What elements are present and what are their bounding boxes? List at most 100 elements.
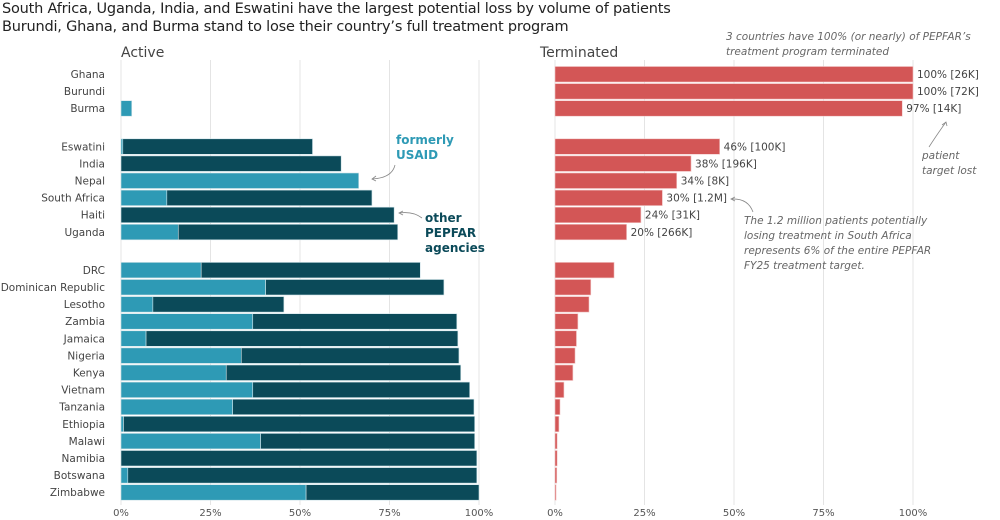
active-x-tick-label: 75% bbox=[378, 508, 400, 519]
active-bar-other-pepfar bbox=[120, 450, 478, 467]
terminated-bar bbox=[554, 296, 590, 313]
country-label: Namibia bbox=[62, 453, 105, 465]
terminated-x-tick-label: 25% bbox=[633, 508, 655, 519]
active-bar-other-pepfar bbox=[260, 433, 476, 450]
country-label: Nigeria bbox=[67, 350, 105, 362]
terminated-bar bbox=[554, 433, 558, 450]
terminated-data-label: 97% [14K] bbox=[906, 103, 961, 115]
terminated-data-label: 100% [26K] bbox=[917, 69, 979, 81]
terminated-x-tick-label: 75% bbox=[812, 508, 834, 519]
terminated-bar bbox=[554, 347, 576, 364]
terminated-bar bbox=[554, 484, 557, 501]
terminated-bar bbox=[554, 364, 574, 381]
terminated-panel-title: Terminated bbox=[539, 45, 618, 61]
annotation-south-africa: The 1.2 million patients potentially bbox=[744, 215, 928, 227]
arrow-target-lost bbox=[928, 121, 947, 148]
arrow-other bbox=[398, 212, 423, 219]
terminated-bar bbox=[554, 262, 615, 279]
active-bar-formerly-usaid bbox=[120, 433, 261, 450]
terminated-data-label: 34% [8K] bbox=[681, 176, 729, 188]
active-bar-other-pepfar bbox=[120, 206, 395, 223]
annotation-full-loss: 3 countries have 100% (or nearly) of PEP… bbox=[726, 31, 971, 43]
active-bar-other-pepfar bbox=[305, 484, 480, 501]
country-label: South Africa bbox=[41, 193, 105, 205]
arrowhead-icon bbox=[941, 121, 948, 127]
terminated-bar bbox=[554, 66, 914, 83]
arrowhead-icon bbox=[371, 175, 377, 182]
country-label: India bbox=[79, 158, 105, 170]
terminated-bar bbox=[554, 224, 627, 241]
terminated-x-tick-label: 100% bbox=[899, 508, 928, 519]
active-bar-other-pepfar bbox=[232, 398, 475, 416]
active-bar-other-pepfar bbox=[127, 467, 478, 484]
arrow-south-africa bbox=[730, 198, 754, 213]
active-bar-formerly-usaid bbox=[120, 415, 124, 433]
terminated-data-label: 38% [196K] bbox=[695, 158, 757, 170]
terminated-bar bbox=[554, 138, 720, 155]
terminated-bar bbox=[554, 450, 558, 467]
active-bar-other-pepfar bbox=[123, 415, 476, 433]
active-bar-formerly-usaid bbox=[120, 398, 233, 416]
country-label: DRC bbox=[83, 265, 105, 277]
country-label: Nepal bbox=[75, 176, 105, 188]
active-bar-other-pepfar bbox=[122, 138, 313, 155]
active-bar-formerly-usaid bbox=[120, 484, 307, 501]
arrowhead-icon bbox=[730, 196, 736, 202]
terminated-bar bbox=[554, 313, 579, 330]
legend-other-pepfar: agencies bbox=[425, 241, 485, 255]
active-bar-formerly-usaid bbox=[120, 347, 242, 364]
annotation-full-loss: treatment program terminated bbox=[726, 46, 889, 58]
country-label: Ethiopia bbox=[62, 419, 105, 431]
active-bar-other-pepfar bbox=[252, 381, 470, 398]
country-label: Burundi bbox=[64, 86, 105, 98]
terminated-bar bbox=[554, 279, 592, 296]
active-x-tick-label: 0% bbox=[113, 508, 129, 519]
active-bar-other-pepfar bbox=[145, 330, 459, 347]
active-x-tick-label: 25% bbox=[199, 508, 221, 519]
terminated-bar bbox=[554, 100, 903, 117]
chart-title-line2: Burundi, Ghana, and Burma stand to lose … bbox=[2, 19, 569, 35]
terminated-bar bbox=[554, 398, 561, 416]
terminated-bar bbox=[554, 206, 642, 223]
annotation-target-lost: target lost bbox=[922, 165, 977, 177]
active-x-tick-label: 50% bbox=[289, 508, 311, 519]
country-label: Uganda bbox=[64, 227, 105, 239]
active-bar-formerly-usaid bbox=[120, 172, 360, 189]
active-bar-formerly-usaid bbox=[120, 296, 154, 313]
active-bar-formerly-usaid bbox=[120, 364, 227, 381]
active-bar-formerly-usaid bbox=[120, 330, 147, 347]
legend-formerly-usaid: USAID bbox=[396, 148, 438, 162]
terminated-bar bbox=[554, 330, 577, 347]
country-label: Kenya bbox=[73, 368, 105, 380]
terminated-bar bbox=[554, 155, 692, 172]
active-bar-other-pepfar bbox=[265, 279, 445, 296]
country-label: Vietnam bbox=[61, 385, 105, 397]
active-bar-formerly-usaid bbox=[120, 262, 202, 279]
terminated-bar bbox=[554, 83, 914, 100]
country-label: Malawi bbox=[69, 436, 105, 448]
terminated-bar bbox=[554, 467, 558, 484]
annotation-south-africa: FY25 treatment target. bbox=[744, 260, 865, 272]
active-bar-other-pepfar bbox=[166, 189, 373, 206]
country-label: Lesotho bbox=[64, 299, 105, 311]
active-bar-other-pepfar bbox=[252, 313, 458, 330]
country-label: Zambia bbox=[65, 316, 105, 328]
annotation-south-africa: losing treatment in South Africa bbox=[744, 230, 912, 242]
active-panel-title: Active bbox=[121, 45, 164, 61]
terminated-data-label: 30% [1.2M] bbox=[666, 193, 727, 205]
country-label: Burma bbox=[70, 103, 105, 115]
terminated-data-label: 24% [31K] bbox=[645, 210, 700, 222]
annotation-south-africa: represents 6% of the entire PEPFAR bbox=[744, 245, 931, 257]
active-bar-formerly-usaid bbox=[120, 313, 254, 330]
arrow-usaid bbox=[371, 164, 396, 180]
terminated-data-label: 100% [72K] bbox=[917, 86, 979, 98]
country-label: Botswana bbox=[54, 470, 105, 482]
active-bar-formerly-usaid bbox=[120, 189, 168, 206]
active-bar-formerly-usaid bbox=[120, 224, 179, 241]
active-bar-other-pepfar bbox=[200, 262, 421, 279]
terminated-bar bbox=[554, 189, 663, 206]
country-label: Tanzania bbox=[58, 402, 105, 414]
terminated-x-tick-label: 50% bbox=[723, 508, 745, 519]
active-bar-other-pepfar bbox=[240, 347, 460, 364]
